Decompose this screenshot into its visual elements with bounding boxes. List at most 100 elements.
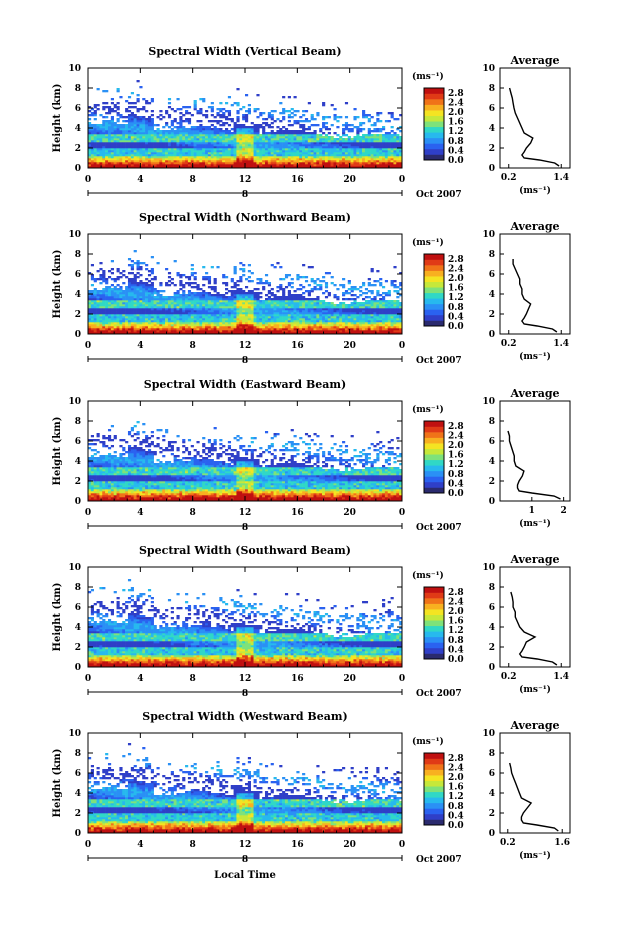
heatmap-cell (145, 126, 149, 129)
heatmap-cell (136, 118, 140, 121)
heatmap-cell (339, 148, 343, 151)
heatmap-cell (93, 112, 97, 115)
heatmap-cell (242, 270, 246, 273)
heatmap-cell (99, 330, 103, 333)
heatmap-cell (96, 300, 100, 303)
heatmap-cell (390, 130, 394, 133)
heatmap-cell (136, 272, 140, 275)
heatmap-cell (150, 314, 154, 317)
heatmap-cell (350, 144, 354, 147)
heatmap-cell (382, 152, 386, 155)
heatmap-cell (362, 152, 366, 155)
heatmap-cell (222, 150, 226, 153)
heatmap-cell (90, 304, 94, 307)
heatmap-cell (367, 114, 371, 117)
heatmap-cell (290, 152, 294, 155)
heatmap-cell (170, 160, 174, 163)
heatmap-cell (353, 286, 357, 289)
heatmap-cell (182, 132, 186, 135)
heatmap-cell (179, 288, 183, 291)
heatmap-cell (287, 300, 291, 303)
heatmap-cell (287, 324, 291, 327)
heatmap-cell (90, 134, 94, 137)
heatmap-cell (310, 322, 314, 325)
heatmap-cell (350, 294, 354, 297)
heatmap-cell (256, 130, 260, 133)
heatmap-cell (336, 296, 340, 299)
heatmap-cell (324, 116, 329, 119)
heatmap-cell (319, 286, 323, 289)
heatmap-cell (287, 146, 291, 149)
heatmap-cell (276, 156, 280, 159)
heatmap-cell (90, 140, 94, 143)
heatmap-cell (307, 318, 311, 321)
heatmap-cell (256, 312, 260, 315)
heatmap-cell (225, 156, 229, 159)
heatmap-cell (250, 272, 254, 275)
heatmap-cell (199, 142, 203, 145)
heatmap-cell (170, 310, 174, 313)
heatmap-cell (273, 142, 277, 145)
heatmap-cell (119, 96, 123, 99)
heatmap-cell (393, 150, 397, 153)
heatmap-cell (242, 154, 246, 157)
heatmap-cell (299, 288, 303, 291)
heatmap-cell (139, 318, 143, 321)
heatmap-cell (276, 304, 280, 307)
heatmap-cell (339, 328, 343, 331)
heatmap-cell (187, 320, 192, 323)
heatmap-cell (90, 264, 94, 267)
heatmap-cell (336, 164, 340, 167)
heatmap-cell (167, 324, 172, 327)
heatmap-cell (339, 320, 343, 323)
heatmap-cell (202, 144, 206, 147)
heatmap-cell (107, 322, 112, 325)
heatmap-cell (113, 162, 117, 165)
heatmap-cell (299, 322, 303, 325)
heatmap-cell (239, 324, 243, 327)
heatmap-cell (222, 276, 226, 279)
heatmap-cell (162, 132, 166, 135)
heatmap-cell (207, 312, 212, 315)
heatmap-cell (179, 316, 183, 319)
heatmap-cell (253, 156, 257, 159)
heatmap-cell (287, 310, 291, 313)
heatmap-cell (230, 306, 234, 309)
heatmap-cell (379, 120, 383, 123)
heatmap-cell (347, 152, 351, 155)
heatmap-cell (136, 146, 140, 149)
heatmap-cell (222, 138, 226, 141)
heatmap-cell (187, 130, 192, 133)
heatmap-cell (230, 320, 234, 323)
heatmap-cell (90, 128, 94, 131)
heatmap-cell (253, 332, 257, 335)
heatmap-cell (230, 136, 234, 139)
heatmap-cell (384, 152, 389, 155)
heatmap-cell (102, 164, 106, 167)
heatmap-cell (130, 164, 134, 167)
heatmap-cell (256, 326, 260, 329)
heatmap-cell (245, 126, 249, 129)
heatmap-cell (173, 154, 177, 157)
heatmap-cell (156, 296, 160, 299)
heatmap-cell (236, 154, 240, 157)
heatmap-cell (270, 126, 274, 129)
heatmap-cell (93, 290, 97, 293)
heatmap-cell (242, 328, 246, 331)
heatmap-cell (167, 150, 172, 153)
heatmap-cell (176, 98, 180, 101)
heatmap-cell (113, 310, 117, 313)
heatmap-cell (356, 132, 360, 135)
heatmap-cell (205, 110, 209, 113)
heatmap-cell (136, 116, 140, 119)
heatmap-cell (156, 124, 160, 127)
heatmap-cell (147, 288, 152, 291)
heatmap-cell (93, 146, 97, 149)
heatmap-cell (293, 110, 297, 113)
heatmap-cell (96, 140, 100, 143)
heatmap-cell (282, 96, 286, 99)
heatmap-cell (282, 138, 286, 141)
heatmap-cell (330, 154, 334, 157)
heatmap-cell (167, 164, 172, 167)
heatmap-cell (99, 318, 103, 321)
